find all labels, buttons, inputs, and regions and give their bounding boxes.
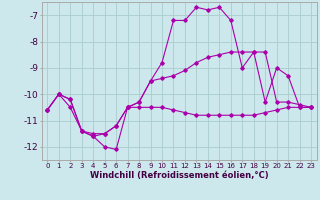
X-axis label: Windchill (Refroidissement éolien,°C): Windchill (Refroidissement éolien,°C) [90, 171, 268, 180]
